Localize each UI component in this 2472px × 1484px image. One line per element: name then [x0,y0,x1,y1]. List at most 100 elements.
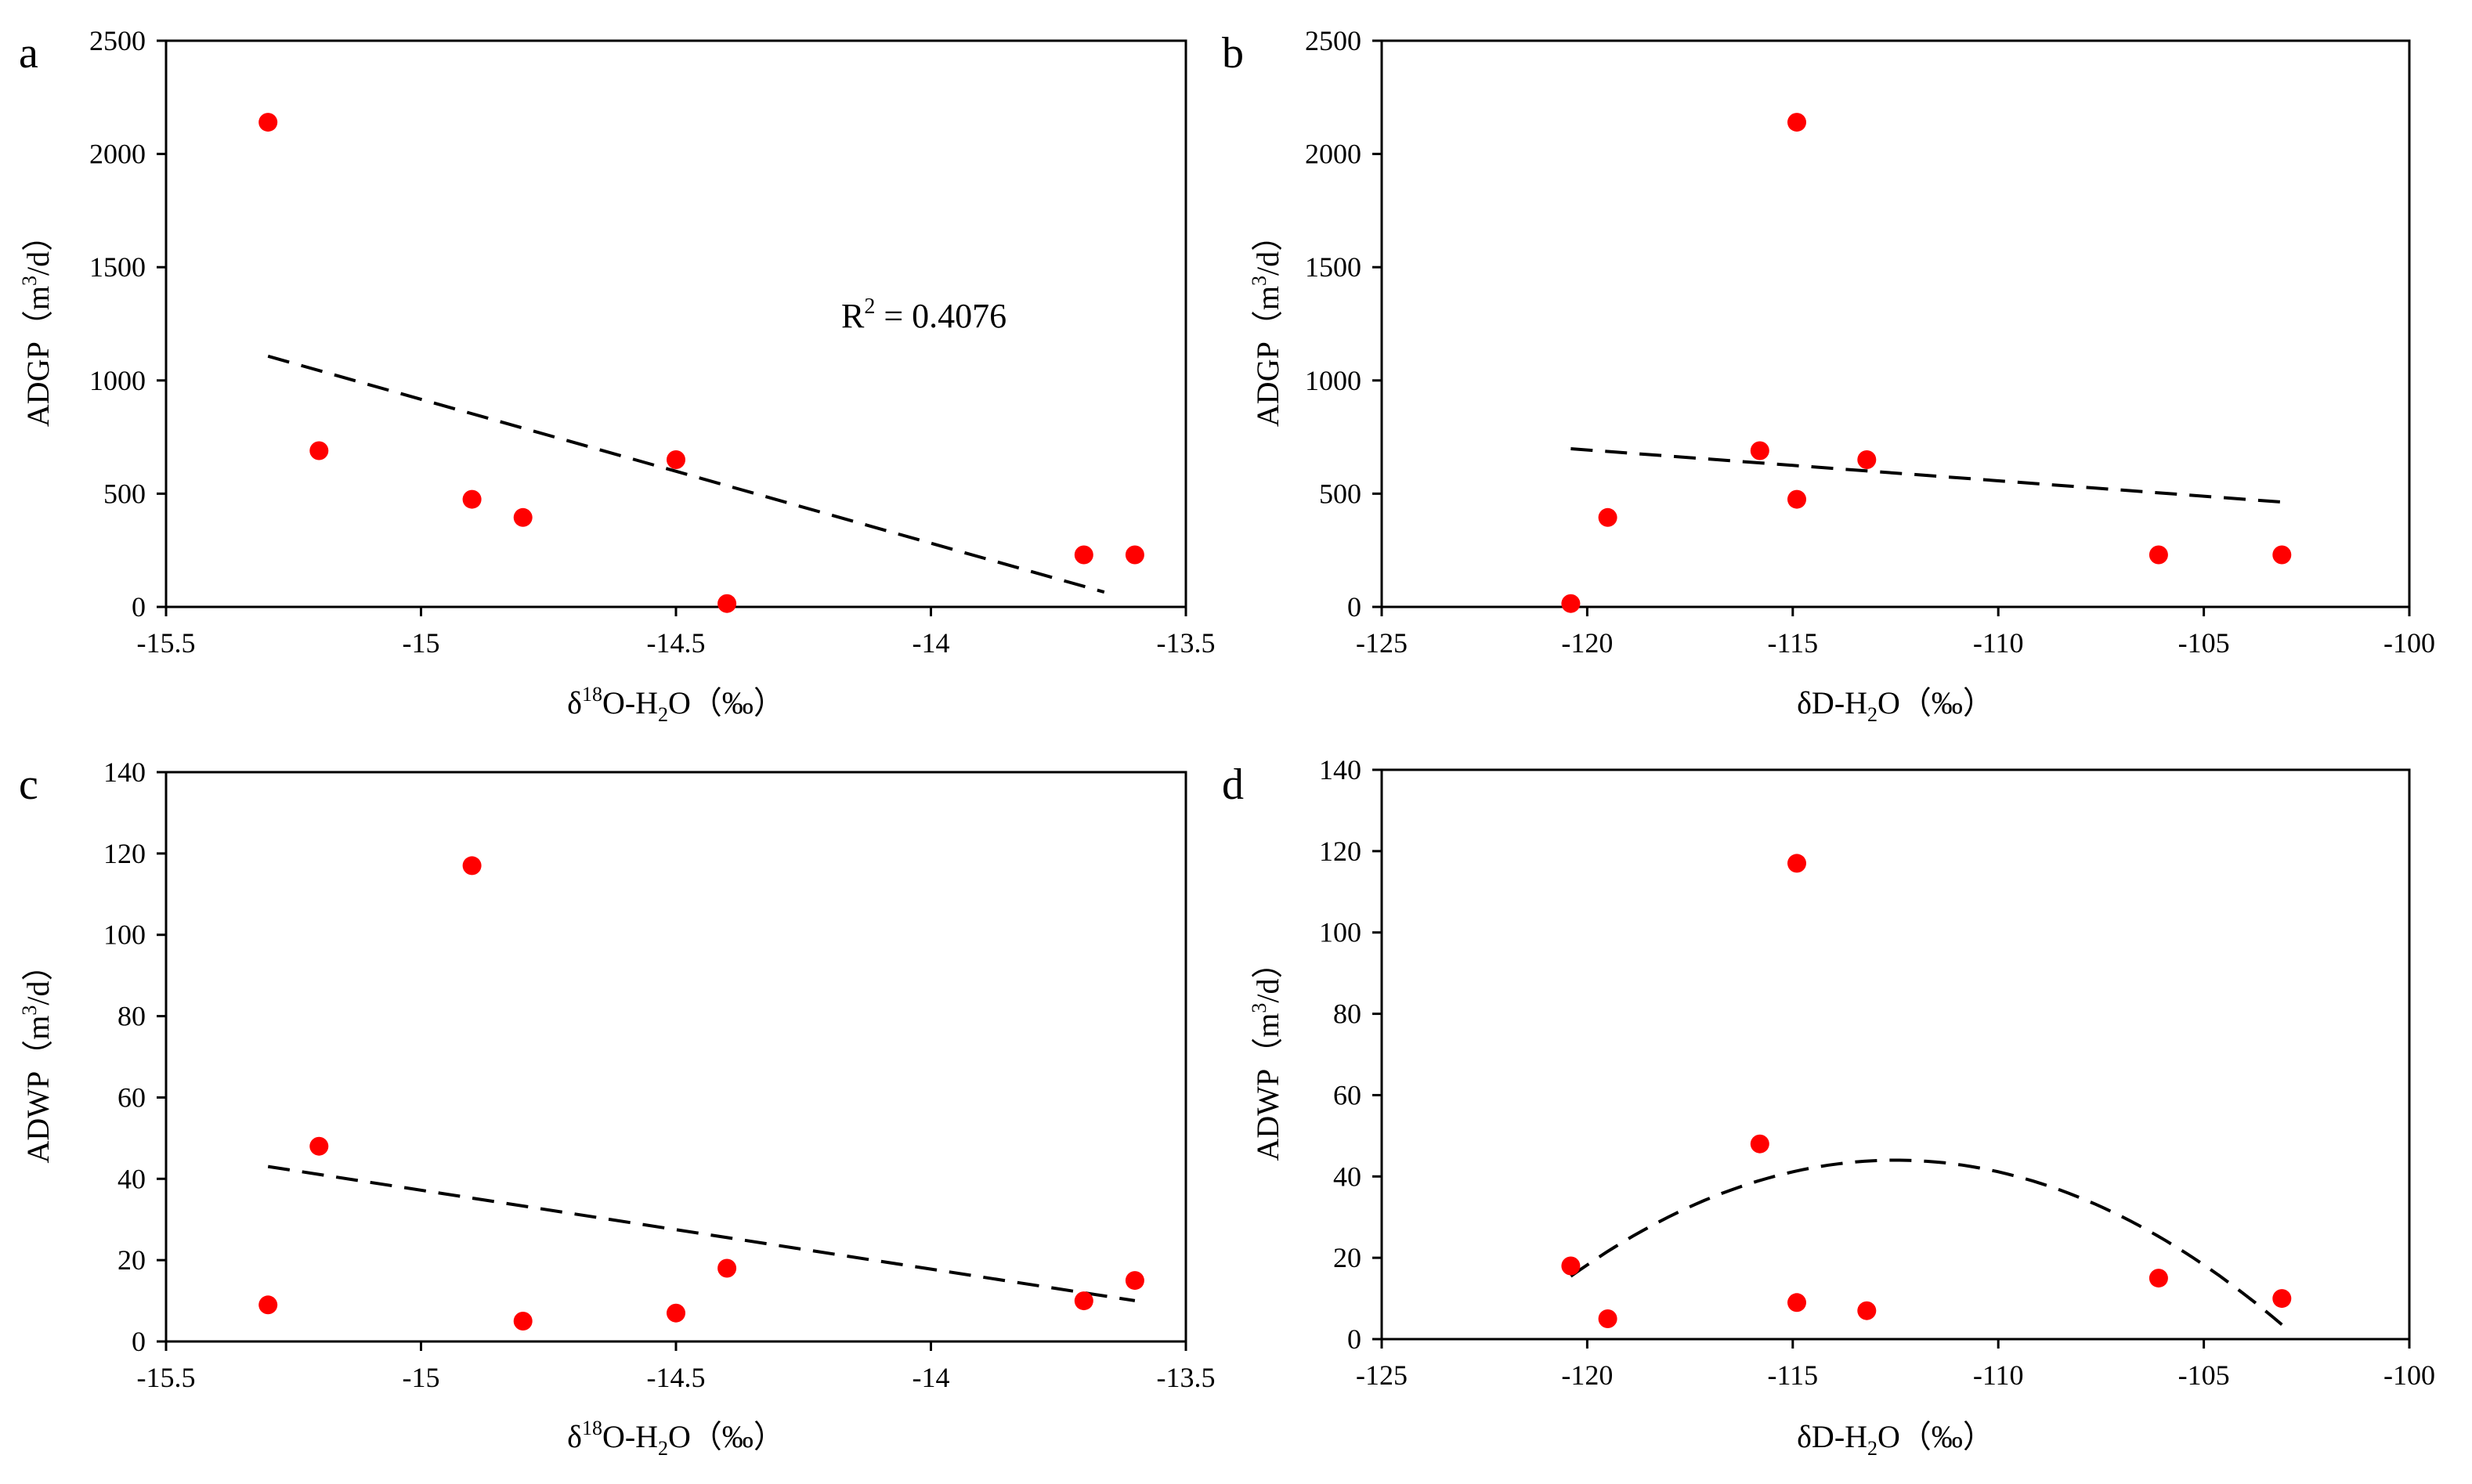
panel-c-data-point [513,1312,533,1331]
panel-a-xtick-label: -13.5 [1157,627,1216,659]
panel-d-ytick-label: 40 [1333,1161,1361,1192]
panel-a-trendline [267,354,1105,594]
panel-b-xlabel-pre: δD-H [1797,685,1867,720]
panel-b-xtick-label: -110 [1973,627,2024,659]
panel-a-ticks: -15.5 -15 -14.5 -14 -13.5 0 500 1000 1500 2000 250… [89,25,1216,659]
panel-a-xtick-label: -14.5 [647,627,706,659]
panel-d-data-point [1787,1293,1806,1312]
panel-c-data-point [309,1136,329,1156]
panel-a-ylabel: ADGP（m3/d） [18,220,56,427]
panel-a-xtick-label: -15.5 [137,627,196,659]
panel-b-data-point [1750,441,1769,460]
panel-a-data-point [667,450,685,469]
panel-d-data-point [2272,1289,2292,1309]
panel-c-ytick-label: 60 [117,1081,146,1113]
panel-b-xtick-label: -120 [1561,627,1613,659]
panel-a-trendline-layer [267,354,1105,594]
panel-d-ytick-label: 0 [1347,1323,1361,1355]
panel-b-trendline [1570,447,2282,504]
panel-b-trendline-layer [1570,447,2282,504]
panel-d-xtick-label: -100 [2383,1359,2435,1391]
panel-b-ylabel-post: /d） [1250,220,1285,276]
panel-a-data-point [258,113,278,132]
panel-a: a -15.5 -15 -14.5 -14 -13.5 0 500 1000 1500 2000 2… [18,25,1216,726]
panel-a-data-point [1125,545,1144,565]
panel-a-xlabel-mid: O-H [602,685,658,720]
panel-c-ytick-label: 20 [117,1244,146,1276]
panel-c-xlabel-pre: δ [567,1419,582,1454]
panel-d-ylabel-sup: 3 [1248,1003,1270,1013]
panel-d-plot-area [1380,768,2411,1341]
panel-d-ylabel-pre: ADWP（m [1250,1013,1285,1161]
panel-c-ytick-label: 140 [103,756,146,788]
panel-a-letter: a [19,29,38,78]
panel-d-ticks: -125 -120 -115 -110 -105 -100 0 20 40 60 80 100 120 1… [1319,754,2435,1391]
panel-c-letter: c [19,760,38,809]
panel-d-ytick-label: 140 [1319,754,1361,785]
panel-a-data-point [309,441,329,460]
panel-c-xtick-label: -15 [403,1362,440,1393]
panel-b-ticks: -125 -120 -115 -110 -105 -100 0 500 1000 1500 2000… [1305,25,2435,659]
panel-c-data-point [717,1258,737,1278]
panel-c: c -15.5 -15 -14.5 -14 -13.5 0 20 40 60 80 100 120 14… [18,756,1216,1460]
panel-a-ytick-label: 0 [132,591,146,623]
panel-a-ylabel-post: /d） [20,220,56,276]
panel-c-ylabel: ADWP（m3/d） [18,949,56,1163]
panel-c-xlabel-mid: O-H [602,1419,658,1454]
panel-c-trendline-layer [267,1164,1136,1302]
panel-d-xtick-label: -110 [1973,1359,2024,1391]
panel-b-data-point [1598,507,1617,527]
panel-b-ylabel-pre: ADGP（m [1250,286,1285,427]
panel-a-ylabel-pre: ADGP（m [20,286,56,427]
panel-c-xlabel: δ18O-H2O（‰） [567,1417,785,1460]
panel-b-xlabel: δD-H2O（‰） [1797,685,1994,726]
panel-b-xtick-label: -115 [1767,627,1818,659]
panel-c-ylabel-post: /d） [20,949,56,1005]
panel-a-data-point [513,507,533,527]
panel-b-ytick-label: 2500 [1305,25,1361,56]
panel-a-ylabel-sup: 3 [18,276,41,286]
panel-c-data-point [462,856,482,876]
panel-a-xtick-label: -14 [913,627,950,659]
panel-d-trendline-layer [1570,1158,2283,1327]
panel-b-plot-area [1380,39,2411,608]
panel-c-data-point [258,1295,278,1315]
panel-b-ytick-label: 1500 [1305,251,1361,283]
panel-c-xtick-label: -14 [913,1362,950,1393]
panel-d-ytick-label: 80 [1333,998,1361,1030]
panel-d-xlabel: δD-H2O（‰） [1797,1419,1994,1460]
panel-c-ylabel-sup: 3 [18,1006,41,1016]
panel-d-ytick-label: 20 [1333,1242,1361,1273]
panel-d: d -125 -120 -115 -110 -105 -100 0 20 40 60 80 100 12… [1222,754,2435,1460]
panel-a-ytick-label: 2500 [89,25,146,56]
panel-c-ticks: -15.5 -15 -14.5 -14 -13.5 0 20 40 60 80 100 120 140 [103,756,1216,1393]
panel-a-xlabel-sub: 2 [658,703,668,726]
panel-b-ytick-label: 2000 [1305,139,1361,170]
panel-a-ytick-label: 1000 [89,365,146,396]
panel-a-xlabel-pre: δ [567,685,582,720]
panel-d-xtick-label: -105 [2178,1359,2230,1391]
panel-a-data-point [717,594,737,613]
panel-d-ytick-label: 60 [1333,1079,1361,1110]
panel-b-xtick-label: -100 [2383,627,2435,659]
panel-b-ylabel: ADGP（m3/d） [1248,220,1285,427]
panel-a-xlabel-sup: 18 [582,683,602,706]
panel-a-r2-post: = 0.4076 [875,297,1007,335]
panel-c-ytick-label: 40 [117,1163,146,1194]
panel-d-ylabel: ADWP（m3/d） [1248,947,1285,1161]
panel-b-ytick-label: 1000 [1305,365,1361,396]
panel-b-data-point [1787,113,1806,132]
panel-a-data-point [462,489,482,509]
panel-c-ytick-label: 120 [103,838,146,869]
panel-c-data-point [1125,1271,1144,1291]
panel-d-xtick-label: -120 [1561,1359,1613,1391]
panel-c-ytick-label: 100 [103,919,146,951]
panel-b-xlabel-sub: 2 [1867,703,1877,726]
panel-c-xlabel-sup: 18 [582,1417,602,1439]
panel-a-ytick-label: 1500 [89,251,146,283]
panel-d-data-point [1561,1256,1581,1276]
panel-a-r2-pre: R [841,297,865,335]
panel-a-r2-sup: 2 [864,294,875,319]
